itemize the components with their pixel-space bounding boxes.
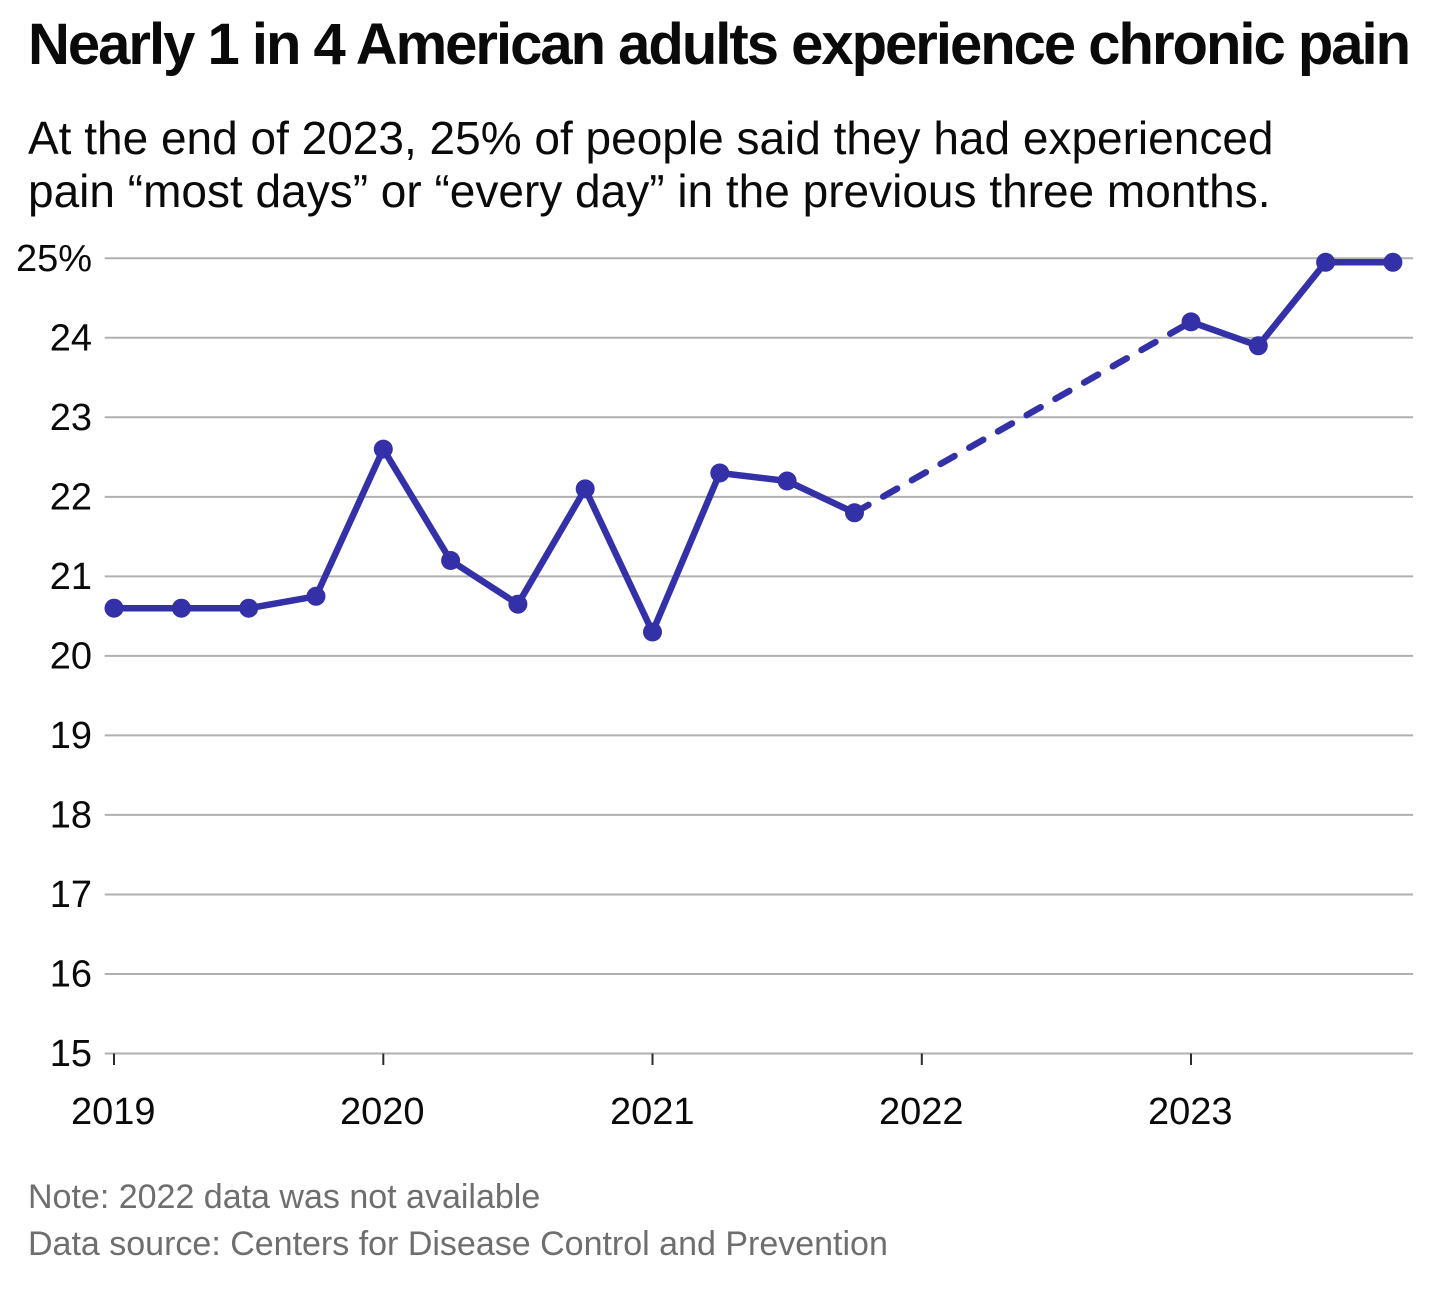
svg-text:22: 22 — [50, 477, 92, 519]
svg-text:2023: 2023 — [1148, 1091, 1233, 1133]
svg-text:2022: 2022 — [879, 1091, 964, 1133]
svg-text:20: 20 — [50, 636, 92, 678]
svg-text:19: 19 — [50, 715, 92, 757]
svg-text:18: 18 — [50, 795, 92, 837]
svg-text:2019: 2019 — [71, 1091, 156, 1133]
svg-text:23: 23 — [50, 397, 92, 439]
svg-text:17: 17 — [50, 874, 92, 916]
svg-text:25%: 25% — [16, 238, 92, 280]
svg-text:15: 15 — [50, 1033, 92, 1075]
svg-text:2020: 2020 — [340, 1091, 425, 1133]
svg-text:24: 24 — [50, 318, 92, 360]
svg-text:16: 16 — [50, 954, 92, 996]
svg-text:21: 21 — [50, 556, 92, 598]
svg-text:2021: 2021 — [610, 1091, 695, 1133]
